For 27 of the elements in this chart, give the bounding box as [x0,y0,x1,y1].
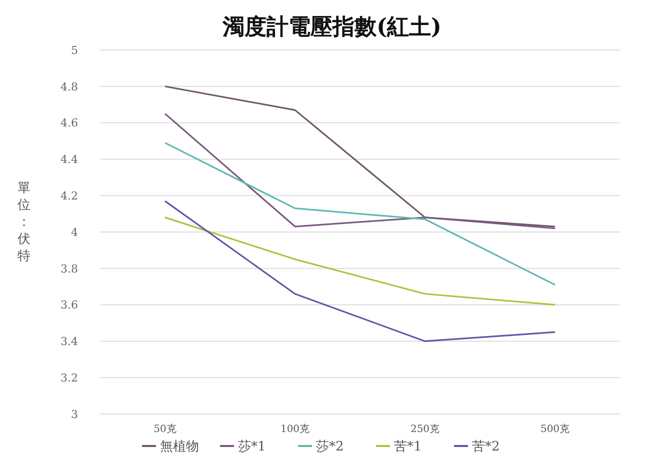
line-series [164,216,556,306]
legend-label: 無植物 [160,440,199,455]
y-tick-label: 4 [71,226,78,239]
y-tick-label: 4.8 [60,80,78,94]
line-series [164,86,556,228]
x-tick-label: 50克 [154,423,176,435]
legend-label: 莎*1 [238,440,266,455]
y-tick-label: 5 [71,44,78,57]
line-series [164,112,556,230]
legend-label: 莎*2 [316,440,344,455]
y-tick-label: 4.6 [60,116,78,130]
y-axis-title: 單位：伏特 [18,181,30,264]
y-tick-label: 3.2 [60,371,78,384]
legend-label: 苦*2 [472,440,500,455]
x-tick-label: 100克 [280,423,310,435]
y-tick-label: 3.6 [60,298,78,312]
line-series [164,142,556,286]
x-tick-label: 500克 [540,423,570,435]
y-tick-label: 4.4 [60,153,78,166]
line-series [164,200,556,342]
y-tick-label: 3.8 [60,262,78,276]
y-tick-label: 3.4 [60,335,78,348]
x-tick-label: 250克 [410,423,440,435]
y-tick-label: 3 [71,408,78,421]
legend-label: 苦*1 [394,440,422,455]
y-tick-label: 4.2 [60,189,78,202]
chart-title: 濁度計電壓指數(紅土) [222,14,442,40]
